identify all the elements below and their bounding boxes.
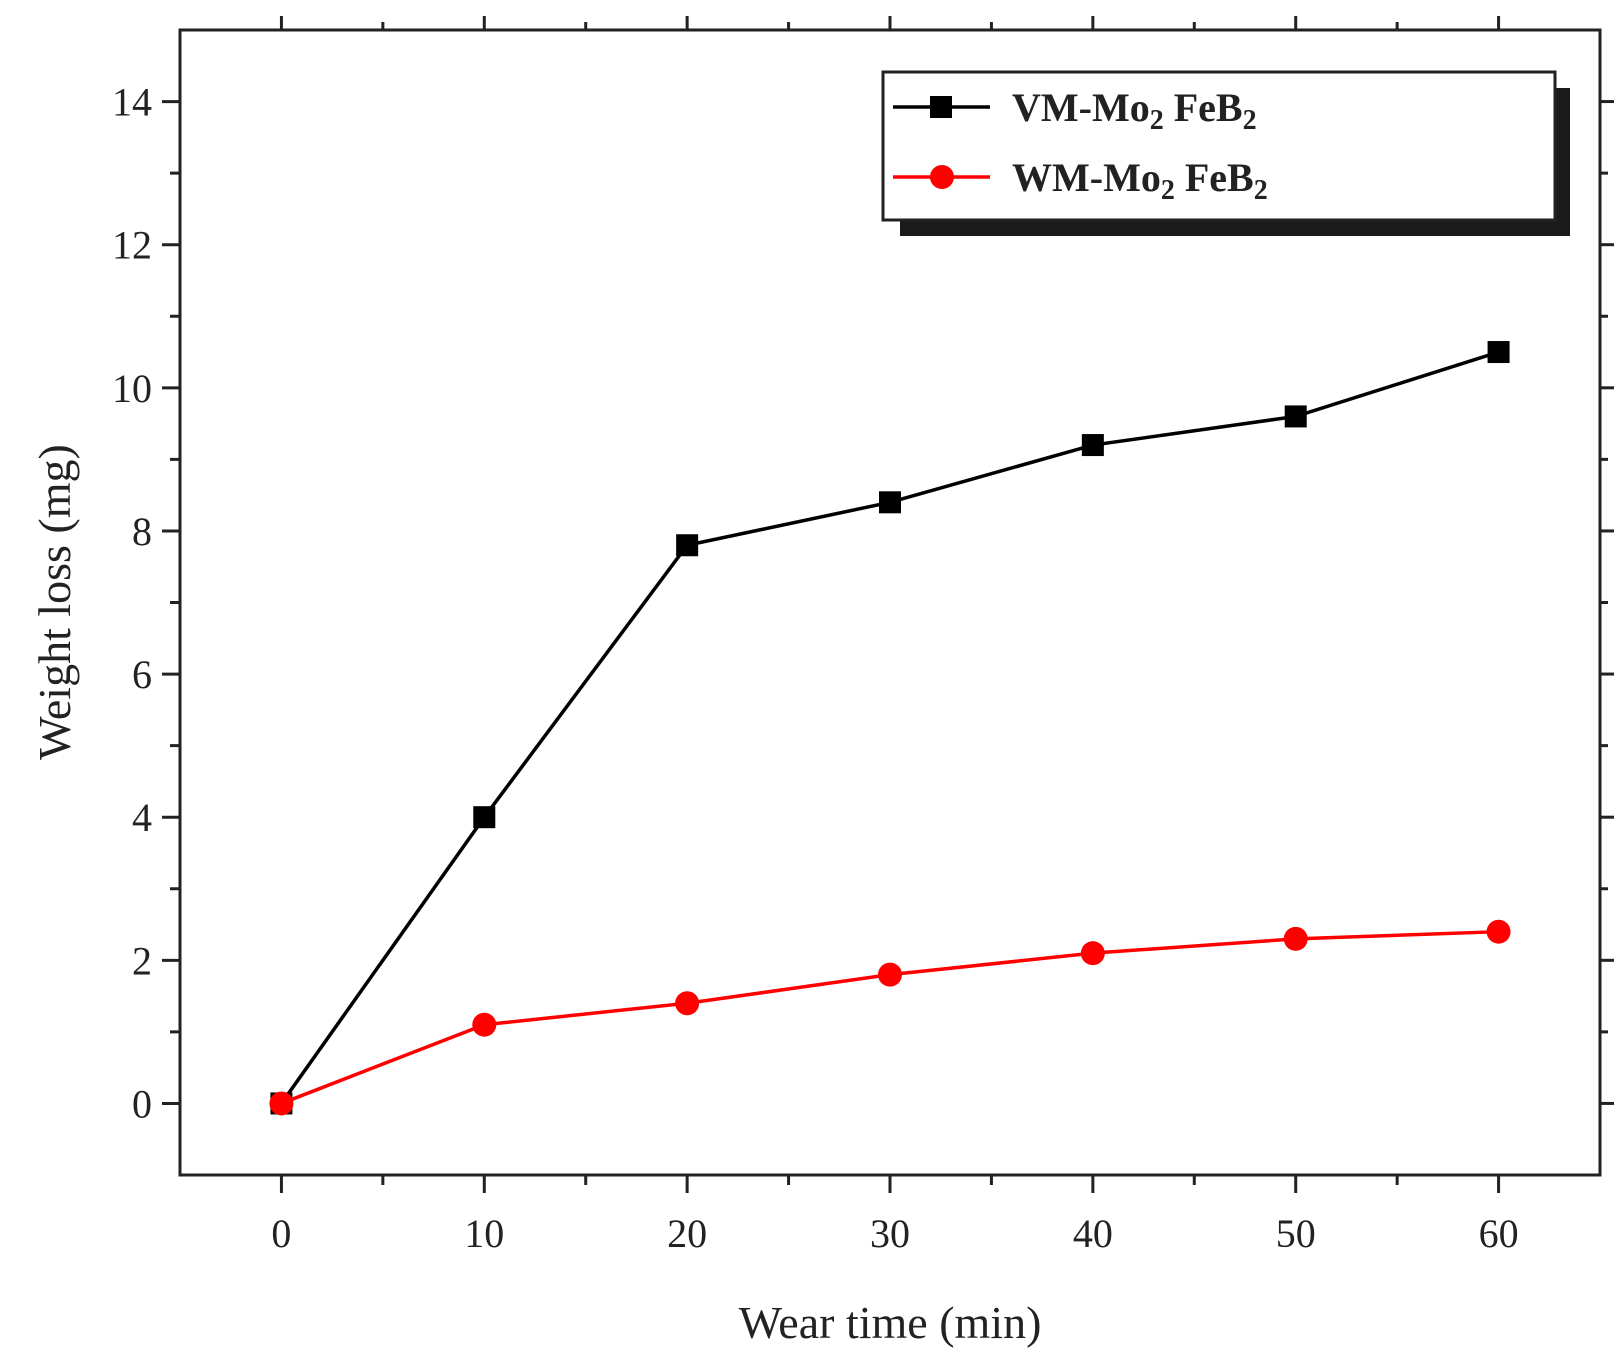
y-tick-label: 8	[132, 509, 152, 554]
series-2-point	[1283, 926, 1308, 951]
legend-marker-2	[930, 165, 954, 189]
x-tick-label: 0	[271, 1211, 291, 1256]
series-1-point	[1284, 405, 1307, 428]
y-tick-label: 12	[112, 223, 152, 268]
legend-box	[881, 70, 1557, 222]
x-axis-title: Wear time (min)	[739, 1297, 1042, 1348]
y-tick-label: 0	[132, 1081, 152, 1126]
series-1-point	[1081, 434, 1104, 457]
series-1-point	[1487, 341, 1510, 364]
x-tick-label: 30	[870, 1211, 910, 1256]
x-tick-label: 40	[1073, 1211, 1113, 1256]
series-line-2	[280, 929, 1499, 1106]
legend-label-1: VM-Mo2 FeB2	[1012, 85, 1257, 136]
y-tick-label: 4	[132, 795, 152, 840]
series-2-point	[269, 1091, 294, 1116]
series-layer	[269, 341, 1511, 1116]
series-2-point	[472, 1012, 497, 1037]
y-tick-label: 10	[112, 366, 152, 411]
series-1-point	[676, 534, 699, 557]
legend-label-2: WM-Mo2 FeB2	[1012, 155, 1268, 206]
x-tick-label: 20	[667, 1211, 707, 1256]
x-tick-label: 10	[464, 1211, 504, 1256]
series-1-point	[473, 806, 496, 829]
y-tick-label: 14	[112, 80, 152, 125]
series-2-point	[1080, 941, 1105, 966]
series-2-point	[1486, 919, 1511, 944]
series-2-point	[675, 991, 700, 1016]
x-tick-label: 60	[1479, 1211, 1519, 1256]
series-2-point	[878, 962, 902, 987]
legend: VM-Mo2 FeB2 WM-Mo2 FeB2	[881, 70, 1570, 236]
x-tick-label: 50	[1276, 1211, 1316, 1256]
series-line-1	[280, 350, 1500, 1105]
y-tick-label: 2	[132, 938, 152, 983]
legend-marker-1	[930, 96, 952, 118]
y-axis-ticks: 0 2 4 6 8 10 12 14	[112, 80, 1614, 1126]
series-1-point	[879, 491, 901, 514]
y-axis-title: Weight loss (mg)	[29, 444, 80, 760]
x-axis-ticks: 0 10 20 30 40 50 60	[271, 16, 1519, 1256]
y-tick-label: 6	[132, 652, 152, 697]
